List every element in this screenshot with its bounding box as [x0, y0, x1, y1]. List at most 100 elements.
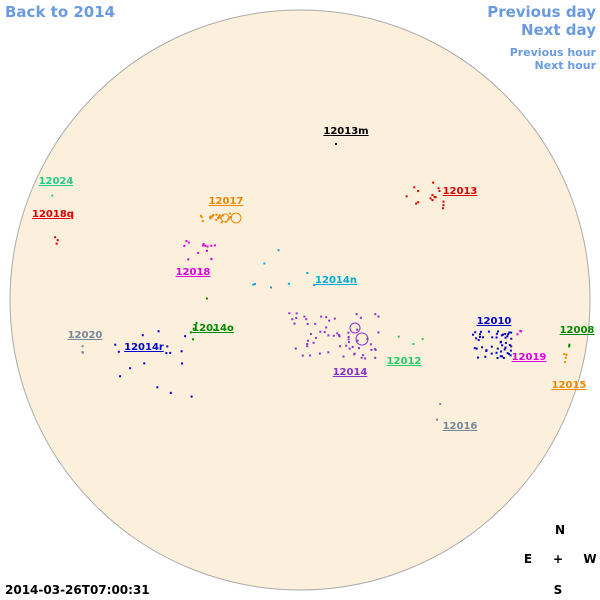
sunspot	[183, 244, 186, 247]
sunspot	[348, 347, 351, 350]
sunspot	[437, 187, 440, 190]
region-label: 12013	[443, 186, 478, 197]
sunspot	[293, 322, 296, 325]
sunspot	[479, 333, 482, 336]
sunspot	[222, 214, 225, 217]
sunspot	[209, 215, 212, 218]
sunspot	[228, 212, 231, 215]
sunspot	[500, 334, 503, 337]
sunspot	[442, 200, 445, 203]
region-label: 12014o	[192, 323, 234, 334]
sunspot	[328, 319, 331, 322]
sunspot	[472, 333, 475, 336]
compass-e: E	[524, 552, 532, 566]
sunspot	[56, 239, 59, 242]
sunspot	[187, 258, 190, 261]
sunspot	[309, 354, 312, 357]
previous-hour-link[interactable]: Previous hour	[510, 46, 597, 59]
sunspot	[210, 244, 213, 247]
sunspot	[301, 354, 304, 357]
sunspot	[314, 322, 317, 325]
sunspot	[345, 344, 348, 347]
region-label: 12016	[443, 421, 478, 432]
sunspot	[568, 345, 571, 348]
sunspot	[417, 201, 420, 204]
sunspot	[185, 240, 188, 243]
sunspot	[434, 196, 437, 199]
sunspot	[228, 216, 231, 219]
sunspot	[568, 343, 571, 346]
sunspot	[351, 345, 354, 348]
sunspot	[499, 355, 502, 358]
sunspot	[496, 357, 499, 360]
sunspot	[320, 315, 323, 318]
sunspot	[54, 236, 57, 239]
sunspot	[215, 218, 218, 221]
next-hour-link[interactable]: Next hour	[535, 59, 597, 72]
sunspot	[199, 214, 202, 217]
sunspot	[288, 312, 291, 315]
sunspot	[519, 329, 522, 332]
sunspot	[306, 271, 309, 274]
sunspot	[508, 344, 511, 347]
compass-center: +	[553, 552, 563, 566]
region-label: 12019	[512, 352, 547, 363]
sunspot	[218, 214, 221, 217]
sunspot	[565, 353, 568, 356]
sunspot	[431, 194, 434, 197]
sunspot	[309, 332, 312, 335]
sunspot	[504, 341, 507, 344]
region-label: 12017	[209, 196, 244, 207]
sunspot	[55, 242, 58, 245]
sunspot	[482, 336, 485, 339]
sunspot	[364, 357, 367, 360]
sunspot	[510, 337, 513, 340]
sunspot	[431, 199, 434, 202]
sunspot	[254, 283, 257, 286]
compass-n: N	[555, 523, 565, 537]
sunspot	[360, 356, 363, 359]
sunspot	[209, 217, 212, 220]
compass-s: S	[554, 583, 563, 597]
region-label: 12010	[477, 316, 512, 327]
region-label: 12018	[176, 267, 211, 278]
compass-w: W	[583, 552, 596, 566]
sunspot	[201, 220, 204, 223]
sunspot	[491, 336, 494, 339]
sunspot	[342, 355, 345, 358]
sunspot	[206, 245, 209, 248]
sunspot	[484, 355, 487, 358]
next-day-link[interactable]: Next day	[521, 21, 596, 39]
sunspot	[327, 351, 330, 354]
sunspot	[314, 336, 317, 339]
sunspot	[370, 348, 373, 351]
sunspot	[564, 356, 567, 359]
sunspot	[210, 216, 213, 219]
sunspot	[129, 367, 132, 370]
sunspot	[356, 339, 359, 342]
sunspot-umbra	[220, 213, 230, 223]
sunspot	[495, 332, 498, 335]
sunspot	[479, 330, 482, 333]
sunspot	[477, 356, 480, 359]
back-link[interactable]: Back to 2014	[5, 3, 115, 21]
sunspot	[180, 350, 183, 353]
sunspot	[377, 315, 380, 318]
sunspot	[117, 350, 120, 353]
sunspot	[347, 335, 350, 338]
region-label: 12014	[333, 367, 368, 378]
sunspot	[205, 297, 208, 300]
sunspot-umbra	[349, 322, 361, 334]
sunspot	[165, 352, 168, 355]
sunspot	[500, 340, 503, 343]
previous-day-link[interactable]: Previous day	[487, 3, 596, 21]
sunspot	[433, 195, 436, 198]
sunspot	[263, 262, 266, 265]
region-label: 12012	[387, 356, 422, 367]
sunspot	[338, 335, 341, 338]
sunspot	[496, 347, 499, 350]
sunspot	[166, 345, 169, 348]
sunspot	[507, 333, 510, 336]
sunspot	[211, 214, 214, 217]
sunspot	[510, 345, 513, 348]
